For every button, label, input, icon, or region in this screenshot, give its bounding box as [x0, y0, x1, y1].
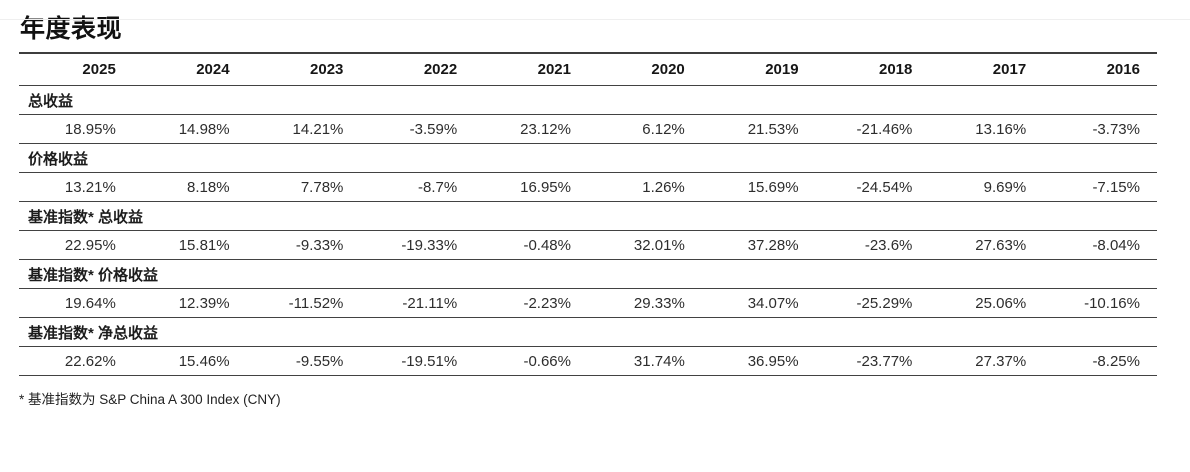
performance-value: 37.28%: [747, 236, 799, 254]
metric-values-row: 13.21% 8.18% 7.78% -8.7% 16.95% 1.26% 15.69% -2…: [19, 173, 1157, 202]
year-column-header: 2023: [310, 61, 344, 78]
metric-values-row: 19.64% 12.39% -11.52% -21.11% -2.23% 29.33% 34…: [19, 289, 1157, 318]
performance-value: 16.95%: [520, 178, 571, 196]
performance-value: -3.59%: [409, 120, 458, 138]
performance-value: 31.74%: [633, 352, 685, 370]
performance-value: 19.64%: [64, 294, 116, 312]
performance-value: -2.23%: [523, 294, 571, 312]
performance-value: 25.06%: [975, 294, 1027, 312]
performance-value: 14.21%: [292, 120, 344, 138]
performance-value: -8.25%: [1092, 352, 1140, 370]
top-divider: [0, 19, 1190, 20]
metric-label-row: 价格收益: [19, 144, 1157, 173]
metric-label-row: 基准指数* 净总收益: [19, 318, 1157, 347]
performance-value: 15.81%: [178, 236, 230, 254]
metric-label: 基准指数* 总收益: [28, 208, 144, 226]
metric-label: 总收益: [28, 92, 74, 110]
performance-value: 15.46%: [178, 352, 230, 370]
performance-value: -9.55%: [295, 352, 344, 370]
performance-value: -21.46%: [856, 120, 913, 138]
performance-value: 22.62%: [64, 352, 116, 370]
performance-value: -9.33%: [295, 236, 344, 254]
performance-value: -0.48%: [523, 236, 571, 254]
performance-value: 27.63%: [975, 236, 1027, 254]
metric-label-row: 基准指数* 价格收益: [19, 260, 1157, 289]
metric-label: 基准指数* 价格收益: [28, 266, 159, 284]
performance-value: -23.6%: [864, 236, 913, 254]
year-column-header: 2016: [1106, 61, 1140, 78]
metric-label-row: 基准指数* 总收益: [19, 202, 1157, 231]
performance-value: 13.21%: [64, 178, 116, 196]
year-column-header: 2019: [765, 61, 799, 78]
metric-values-row: 22.95% 15.81% -9.33% -19.33% -0.48% 32.01% 37.…: [19, 231, 1157, 260]
performance-value: 23.12%: [520, 120, 571, 138]
performance-value: -10.16%: [1084, 294, 1140, 312]
performance-value: 7.78%: [300, 178, 344, 196]
performance-value: 15.69%: [747, 178, 799, 196]
year-column-header: 2017: [992, 61, 1027, 78]
performance-value: 13.16%: [975, 120, 1027, 138]
performance-value: -0.66%: [523, 352, 571, 370]
performance-value: 6.12%: [642, 120, 685, 138]
year-column-header: 2025: [82, 61, 116, 78]
performance-value: 34.07%: [747, 294, 799, 312]
performance-value: 22.95%: [64, 236, 116, 254]
performance-value: -19.33%: [401, 236, 458, 254]
annual-performance-table: 2025 2024 2023 2022 2021 2020 2019 2018 2017 2016…: [19, 52, 1157, 376]
benchmark-footnote: * 基准指数为 S&P China A 300 Index (CNY): [19, 392, 281, 407]
performance-value: 12.39%: [178, 294, 230, 312]
performance-value: -11.52%: [288, 294, 344, 312]
performance-value: 27.37%: [975, 352, 1027, 370]
year-column-header: 2021: [537, 61, 571, 78]
year-column-header: 2024: [196, 61, 230, 78]
performance-value: -8.04%: [1092, 236, 1140, 254]
year-column-header: 2020: [651, 61, 685, 78]
performance-value: 14.98%: [178, 120, 230, 138]
performance-value: -21.11%: [402, 294, 458, 312]
metric-label: 价格收益: [28, 150, 89, 168]
year-column-header: 2022: [423, 61, 458, 78]
table-header-row: 2025 2024 2023 2022 2021 2020 2019 2018 2017 2016: [19, 54, 1157, 86]
performance-value: 18.95%: [64, 120, 116, 138]
performance-value: -24.54%: [856, 178, 913, 196]
performance-value: 8.18%: [187, 178, 230, 196]
performance-value: -23.77%: [856, 352, 913, 370]
performance-value: -19.51%: [401, 352, 458, 370]
performance-value: 32.01%: [633, 236, 685, 254]
metric-values-row: 22.62% 15.46% -9.55% -19.51% -0.66% 31.74% 36.…: [19, 347, 1157, 376]
metric-values-row: 18.95% 14.98% 14.21% -3.59% 23.12% 6.12% 21.53…: [19, 115, 1157, 144]
performance-value: 21.53%: [747, 120, 799, 138]
year-column-header: 2018: [879, 61, 913, 78]
performance-value: -25.29%: [856, 294, 913, 312]
performance-value: -7.15%: [1092, 178, 1140, 196]
metric-label: 基准指数* 净总收益: [28, 324, 159, 342]
performance-value: 29.33%: [633, 294, 685, 312]
performance-value: 36.95%: [747, 352, 799, 370]
performance-value: -3.73%: [1092, 120, 1140, 138]
metric-label-row: 总收益: [19, 86, 1157, 115]
performance-value: -8.7%: [418, 178, 458, 196]
performance-value: 9.69%: [983, 178, 1027, 196]
performance-value: 1.26%: [642, 178, 685, 196]
